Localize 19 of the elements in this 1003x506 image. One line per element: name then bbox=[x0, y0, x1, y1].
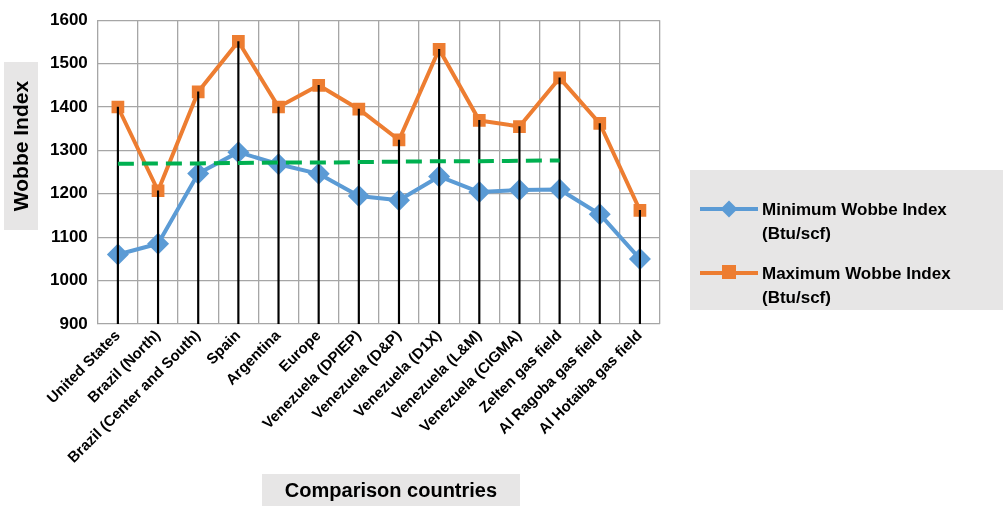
y-tick-label: 1600 bbox=[49, 9, 88, 29]
legend-label: Maximum Wobbe Index (Btu/scf) bbox=[762, 263, 952, 309]
point bbox=[472, 114, 486, 127]
legend-label: Minimum Wobbe Index (Btu/scf) bbox=[762, 199, 948, 245]
y-tick-label: 900 bbox=[59, 313, 88, 333]
point bbox=[312, 78, 326, 92]
y-tick-label: 1100 bbox=[50, 226, 88, 246]
point bbox=[352, 102, 366, 116]
point bbox=[593, 117, 607, 130]
y-tick-label: 1500 bbox=[49, 53, 88, 73]
point bbox=[232, 35, 245, 48]
y-tick-label: 1000 bbox=[49, 270, 88, 290]
y-axis-title: Wobbe Index bbox=[9, 80, 33, 212]
y-tick-label: 1200 bbox=[49, 183, 88, 203]
point bbox=[432, 42, 446, 56]
y-tick-label: 1300 bbox=[49, 140, 88, 160]
point bbox=[191, 85, 205, 99]
x-axis-title: Comparison countries bbox=[262, 474, 520, 506]
y-tick-label: 1400 bbox=[49, 96, 88, 116]
